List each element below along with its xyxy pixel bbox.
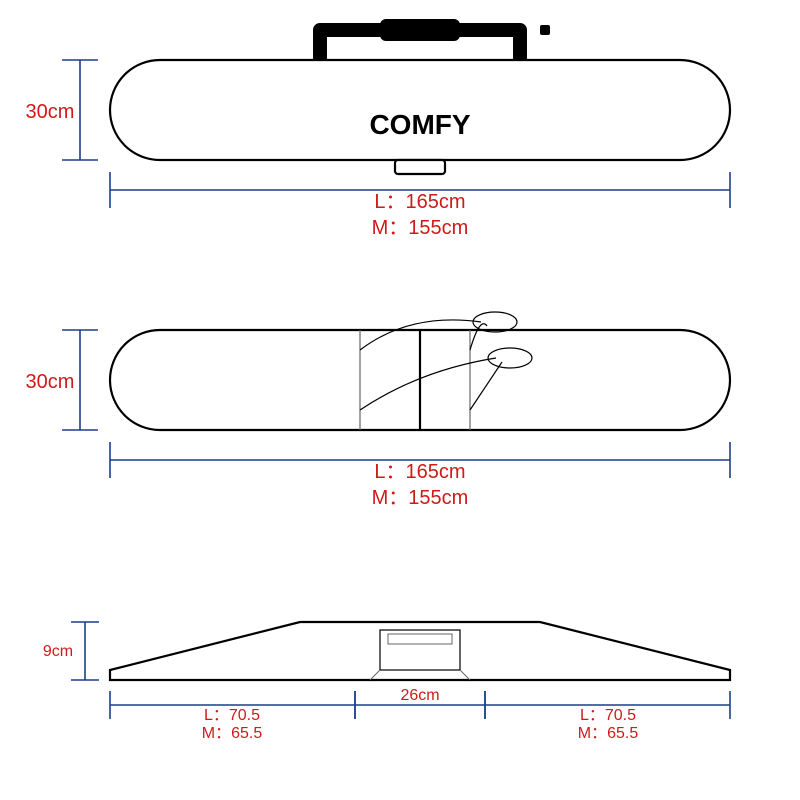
- dim-label: L：70.5: [204, 707, 260, 724]
- dim-label: M：155cm: [372, 217, 469, 239]
- handle-grip: [380, 19, 460, 41]
- dim-label: M：65.5: [202, 725, 263, 742]
- dim-label: M：65.5: [578, 725, 639, 742]
- dim-label: L：165cm: [374, 461, 465, 483]
- dim-label: 30cm: [26, 371, 75, 393]
- dim-label: L：165cm: [374, 191, 465, 213]
- dim-label: L：70.5: [580, 707, 636, 724]
- profile-body: [110, 622, 730, 680]
- brand-label: COMFY: [369, 109, 470, 140]
- dim-label: 9cm: [43, 643, 73, 660]
- bottom-tab: [395, 160, 445, 174]
- dim-label: 26cm: [400, 687, 439, 704]
- handle-nub: [540, 25, 550, 35]
- dim-label: 30cm: [26, 101, 75, 123]
- dim-label: M：155cm: [372, 487, 469, 509]
